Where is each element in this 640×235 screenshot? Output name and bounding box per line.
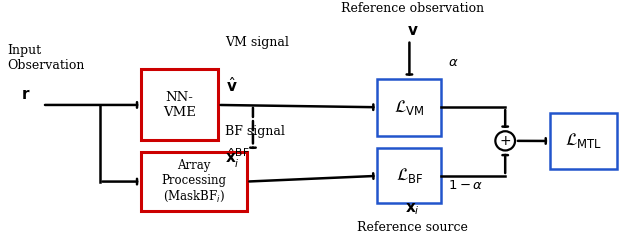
Bar <box>141 152 246 211</box>
Bar <box>550 113 617 169</box>
Text: BF signal: BF signal <box>225 125 285 138</box>
Text: Reference observation: Reference observation <box>341 2 484 15</box>
Text: $1-\alpha$: $1-\alpha$ <box>448 179 483 192</box>
Bar <box>378 149 442 203</box>
Text: VM signal: VM signal <box>225 35 289 49</box>
Text: $\mathcal{L}_{\mathrm{MTL}}$: $\mathcal{L}_{\mathrm{MTL}}$ <box>565 131 602 150</box>
Text: $\mathbf{r}$: $\mathbf{r}$ <box>21 88 31 102</box>
Text: Reference source: Reference source <box>357 221 468 234</box>
Text: $\alpha$: $\alpha$ <box>448 56 458 69</box>
Bar <box>141 70 218 140</box>
Text: Array
Processing
(MaskBF$_i$): Array Processing (MaskBF$_i$) <box>161 159 227 204</box>
Text: $+$: $+$ <box>499 134 511 148</box>
Text: $\mathcal{L}_{\mathrm{VM}}$: $\mathcal{L}_{\mathrm{VM}}$ <box>394 98 425 117</box>
Text: $\hat{\mathbf{x}}_i^{\mathrm{BF}}$: $\hat{\mathbf{x}}_i^{\mathrm{BF}}$ <box>225 147 250 170</box>
Text: $\hat{\mathbf{v}}$: $\hat{\mathbf{v}}$ <box>226 76 238 95</box>
Text: $\mathbf{v}$: $\mathbf{v}$ <box>407 24 419 38</box>
Bar <box>378 79 442 136</box>
Text: NN-
VME: NN- VME <box>163 91 196 119</box>
Text: $\mathbf{x}_i$: $\mathbf{x}_i$ <box>405 201 420 217</box>
Text: $\mathcal{L}_{\mathrm{BF}}$: $\mathcal{L}_{\mathrm{BF}}$ <box>396 166 423 185</box>
Text: Input
Observation: Input Observation <box>7 44 84 72</box>
